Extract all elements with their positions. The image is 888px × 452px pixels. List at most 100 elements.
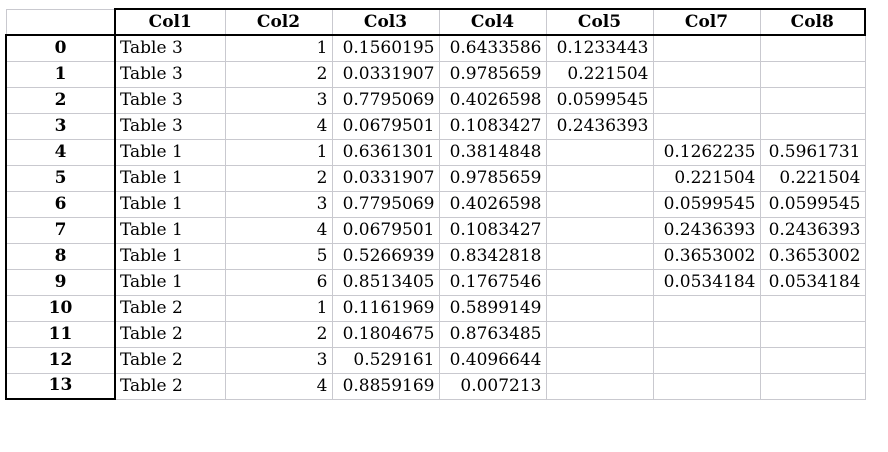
table-cell: Table 2	[115, 347, 226, 374]
table-cell	[546, 295, 654, 322]
table-cell	[760, 61, 866, 88]
table-cell	[653, 295, 761, 322]
table-cell: 0.8342818	[439, 243, 547, 270]
row-index: 5	[5, 165, 116, 192]
table-cell	[546, 217, 654, 244]
table-cell	[546, 321, 654, 348]
row-index: 2	[5, 87, 116, 114]
table-cell: 0.1233443	[546, 35, 654, 62]
table-body: 0 Table 3 1 0.1560195 0.6433586 0.1233443 1 Tab…	[5, 35, 866, 400]
table-cell: 0.0534184	[653, 269, 761, 296]
column-header: Col7	[653, 8, 761, 36]
table-cell: 2	[225, 321, 333, 348]
table-cell: 0.8513405	[332, 269, 440, 296]
table-cell: Table 3	[115, 87, 226, 114]
column-header: Col5	[546, 8, 654, 36]
table-row: 1 Table 3 2 0.0331907 0.9785659 0.221504	[5, 61, 866, 88]
table-cell: 0.2436393	[760, 217, 866, 244]
table-cell: 2	[225, 165, 333, 192]
row-index: 6	[5, 191, 116, 218]
table-cell	[653, 347, 761, 374]
table-cell: 0.7795069	[332, 87, 440, 114]
table-cell: 0.1083427	[439, 113, 547, 140]
table-cell: Table 1	[115, 269, 226, 296]
table-cell: 0.9785659	[439, 61, 547, 88]
row-index: 7	[5, 217, 116, 244]
table-row: 10 Table 2 1 0.1161969 0.5899149	[5, 295, 866, 322]
table-row: 7 Table 1 4 0.0679501 0.1083427 0.2436393 0.24…	[5, 217, 866, 244]
table-cell: Table 2	[115, 295, 226, 322]
table-header: Col1 Col2 Col3 Col4 Col5 Col7 Col8	[5, 8, 866, 36]
table-row: 12 Table 2 3 0.529161 0.4096644	[5, 347, 866, 374]
table-cell: 0.007213	[439, 373, 547, 400]
table-cell: 0.4026598	[439, 191, 547, 218]
table-cell: 3	[225, 87, 333, 114]
table-cell: 4	[225, 113, 333, 140]
table-row: 2 Table 3 3 0.7795069 0.4026598 0.0599545	[5, 87, 866, 114]
table-cell: Table 3	[115, 61, 226, 88]
table-cell	[546, 243, 654, 270]
table-cell: 0.1767546	[439, 269, 547, 296]
table-cell: 0.5266939	[332, 243, 440, 270]
table-cell: 0.0331907	[332, 165, 440, 192]
table-cell: 0.3653002	[760, 243, 866, 270]
table-cell	[653, 113, 761, 140]
table-row: 4 Table 1 1 0.6361301 0.3814848 0.1262235 0.59…	[5, 139, 866, 166]
table-cell: 0.2436393	[653, 217, 761, 244]
table-cell: Table 1	[115, 243, 226, 270]
column-header: Col8	[760, 8, 866, 36]
table-cell: 0.4026598	[439, 87, 547, 114]
table-cell: 1	[225, 139, 333, 166]
table-cell	[760, 35, 866, 62]
table-cell	[653, 373, 761, 400]
row-index: 12	[5, 347, 116, 374]
table-cell: Table 1	[115, 165, 226, 192]
table-row: 0 Table 3 1 0.1560195 0.6433586 0.1233443	[5, 35, 866, 62]
data-table-container: Col1 Col2 Col3 Col4 Col5 Col7 Col8 0 Tabl…	[5, 8, 866, 400]
table-cell	[760, 113, 866, 140]
column-header: Col3	[332, 8, 440, 36]
row-index: 3	[5, 113, 116, 140]
table-cell: Table 3	[115, 35, 226, 62]
table-cell: 5	[225, 243, 333, 270]
table-cell: 0.1804675	[332, 321, 440, 348]
row-index: 0	[5, 35, 116, 62]
table-cell: 0.221504	[653, 165, 761, 192]
table-cell	[546, 373, 654, 400]
table-cell: 0.529161	[332, 347, 440, 374]
table-cell: 0.0534184	[760, 269, 866, 296]
table-cell: Table 1	[115, 217, 226, 244]
table-cell: 0.8859169	[332, 373, 440, 400]
table-cell	[546, 269, 654, 296]
table-row: 13 Table 2 4 0.8859169 0.007213	[5, 373, 866, 400]
table-cell	[760, 373, 866, 400]
table-row: 11 Table 2 2 0.1804675 0.8763485	[5, 321, 866, 348]
table-cell: 0.0599545	[760, 191, 866, 218]
table-cell: 6	[225, 269, 333, 296]
table-cell: 0.0679501	[332, 217, 440, 244]
table-cell	[760, 321, 866, 348]
table-cell	[546, 347, 654, 374]
table-cell: 2	[225, 61, 333, 88]
table-cell: 1	[225, 35, 333, 62]
table-cell: 0.221504	[546, 61, 654, 88]
table-cell: 0.0331907	[332, 61, 440, 88]
table-cell	[653, 321, 761, 348]
table-cell: 0.1083427	[439, 217, 547, 244]
table-cell: 0.1262235	[653, 139, 761, 166]
table-cell: 4	[225, 217, 333, 244]
row-index: 11	[5, 321, 116, 348]
table-cell: 0.9785659	[439, 165, 547, 192]
table-cell: 0.0679501	[332, 113, 440, 140]
row-index: 13	[5, 373, 116, 400]
table-cell: 0.8763485	[439, 321, 547, 348]
table-cell	[760, 295, 866, 322]
table-cell: 0.1161969	[332, 295, 440, 322]
table-row: 5 Table 1 2 0.0331907 0.9785659 0.221504 0.221…	[5, 165, 866, 192]
table-cell	[546, 191, 654, 218]
table-cell: Table 1	[115, 191, 226, 218]
table-cell: 3	[225, 347, 333, 374]
table-cell: 0.7795069	[332, 191, 440, 218]
header-row: Col1 Col2 Col3 Col4 Col5 Col7 Col8	[5, 8, 866, 36]
table-cell	[653, 87, 761, 114]
